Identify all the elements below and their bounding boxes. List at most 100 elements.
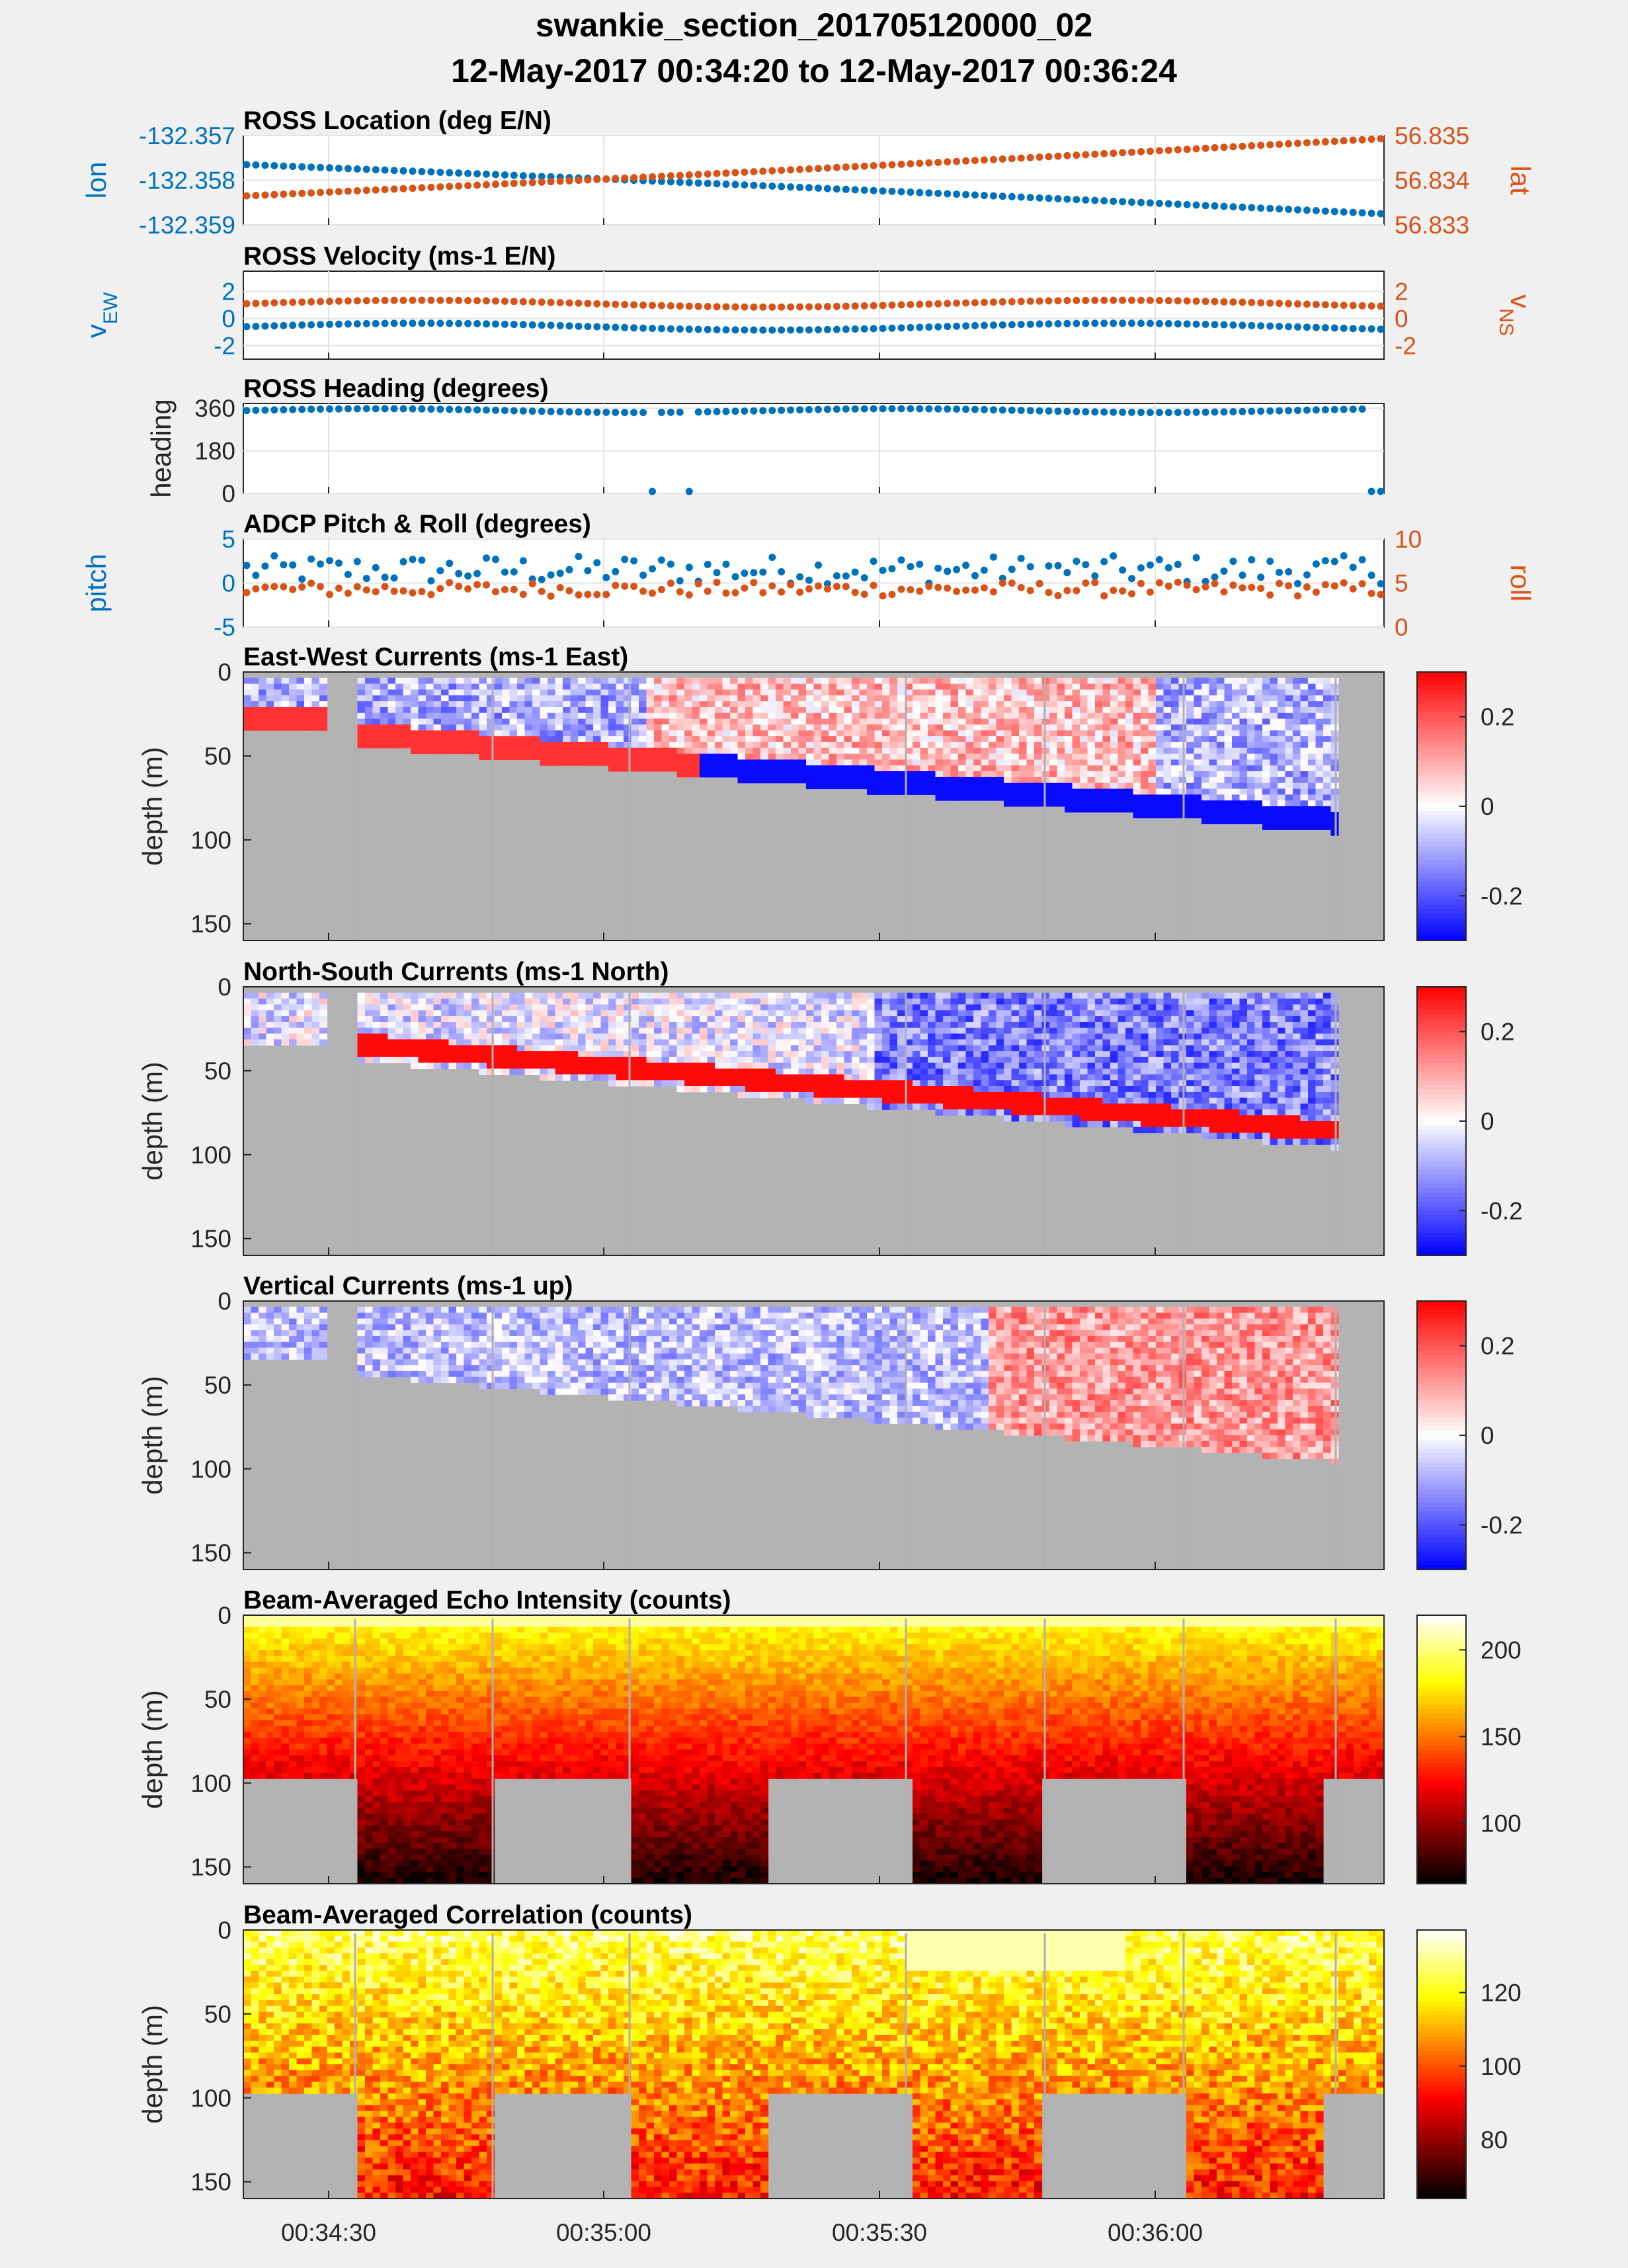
heatmap-cell bbox=[540, 1005, 548, 1011]
heatmap-cell bbox=[821, 1016, 829, 1022]
vNS-point bbox=[658, 302, 665, 310]
heatmap-cell bbox=[715, 1063, 723, 1069]
heatmap-cell bbox=[1103, 695, 1111, 701]
heatmap-cell bbox=[669, 993, 677, 999]
lat-point bbox=[252, 192, 259, 199]
heatmap-cell bbox=[388, 695, 396, 701]
heatmap-cell bbox=[1262, 754, 1270, 760]
heatmap-cell bbox=[852, 1039, 860, 1045]
heatmap-cell bbox=[836, 690, 844, 696]
heatmap-cell bbox=[958, 695, 966, 701]
heatmap-cell bbox=[548, 695, 555, 701]
heatmap-cell bbox=[791, 765, 799, 771]
lat-point bbox=[1202, 145, 1209, 152]
heatmap-cell bbox=[525, 701, 533, 707]
heatmap-cell bbox=[867, 695, 875, 701]
heatmap-cell bbox=[821, 783, 829, 789]
heatmap-cell bbox=[586, 742, 594, 748]
heatmap-cell bbox=[860, 748, 868, 754]
heading-point bbox=[1018, 407, 1025, 414]
heatmap-cell bbox=[1255, 695, 1263, 701]
heatmap-cell bbox=[973, 719, 981, 725]
heatmap-cell bbox=[548, 1051, 555, 1057]
heatmap-cell bbox=[571, 724, 579, 730]
heatmap-cell bbox=[449, 1022, 457, 1028]
heatmap-cell bbox=[434, 684, 442, 690]
heatmap-cell bbox=[540, 719, 548, 725]
vNS-point bbox=[538, 298, 546, 306]
colorbar-swatch bbox=[1417, 811, 1466, 816]
heatmap-cell bbox=[928, 1016, 936, 1022]
heatmap-cell bbox=[1255, 754, 1263, 760]
heatmap-cell bbox=[1316, 818, 1324, 824]
heatmap-cell bbox=[1065, 678, 1073, 684]
heatmap-cell bbox=[601, 759, 609, 765]
heading-point bbox=[1119, 409, 1126, 416]
heatmap-cell bbox=[426, 1010, 434, 1016]
heatmap-cell bbox=[997, 789, 1004, 795]
heatmap-cell bbox=[836, 1034, 844, 1040]
heatmap-cell bbox=[836, 730, 844, 736]
heatmap-cell bbox=[738, 742, 746, 748]
heatmap-cell bbox=[1171, 777, 1179, 783]
lat-point bbox=[382, 186, 389, 193]
lon-point bbox=[787, 183, 794, 190]
heading-point bbox=[833, 405, 840, 413]
heatmap-cell bbox=[844, 765, 852, 771]
vNS-point bbox=[852, 302, 859, 310]
heatmap-cell bbox=[319, 1005, 327, 1011]
heading-point bbox=[1248, 408, 1255, 415]
heatmap-cell bbox=[973, 690, 981, 696]
heatmap-cell bbox=[1186, 800, 1194, 806]
heatmap-cell bbox=[1095, 759, 1103, 765]
heatmap-cell bbox=[1285, 800, 1293, 806]
vNS-point bbox=[934, 300, 942, 308]
heading-point bbox=[612, 409, 619, 416]
heatmap-cell bbox=[753, 707, 761, 713]
heatmap-cell bbox=[517, 999, 525, 1005]
heatmap-cell bbox=[373, 993, 381, 999]
heatmap-cell bbox=[395, 1034, 403, 1040]
heatmap-cell bbox=[631, 719, 639, 725]
lat-point bbox=[464, 182, 471, 189]
heatmap-cell bbox=[1125, 789, 1133, 795]
heatmap-cell bbox=[1301, 730, 1309, 736]
roll-point bbox=[1174, 579, 1182, 586]
heatmap-cell bbox=[456, 1045, 464, 1051]
heatmap-cell bbox=[654, 736, 662, 742]
heatmap-cell bbox=[441, 1010, 449, 1016]
heatmap-cell bbox=[943, 1086, 951, 1092]
heatmap-cell bbox=[920, 1092, 928, 1098]
heatmap-cell bbox=[1301, 777, 1309, 783]
roll-point bbox=[593, 591, 600, 598]
heatmap-cell bbox=[1034, 754, 1042, 760]
heatmap-cell bbox=[380, 999, 388, 1005]
heatmap-cell bbox=[723, 1086, 731, 1092]
heatmap-cell bbox=[388, 1051, 396, 1057]
heatmap-cell bbox=[662, 690, 670, 696]
vNS-point bbox=[1100, 297, 1108, 304]
heatmap-cell bbox=[882, 1039, 890, 1045]
heatmap-cell bbox=[411, 1045, 419, 1051]
heatmap-cell bbox=[479, 1028, 487, 1034]
heatmap-cell bbox=[776, 1051, 784, 1057]
heatmap-cell bbox=[745, 1039, 753, 1045]
heatmap-cell bbox=[1278, 765, 1285, 771]
heatmap-cell bbox=[913, 993, 920, 999]
heatmap-cell bbox=[647, 678, 655, 684]
heatmap-cell bbox=[1255, 690, 1263, 696]
vEW-point bbox=[1055, 320, 1062, 327]
heatmap-cell bbox=[1262, 695, 1270, 701]
heatmap-cell bbox=[943, 1063, 951, 1069]
heatmap-cell bbox=[532, 713, 540, 719]
heatmap-cell bbox=[289, 695, 297, 701]
heatmap-cell bbox=[791, 719, 799, 725]
vNS-point bbox=[649, 302, 656, 309]
heatmap-cell bbox=[1316, 684, 1324, 690]
heatmap-cell bbox=[821, 1045, 829, 1051]
colorbar-swatch bbox=[1417, 753, 1466, 757]
heatmap-cell bbox=[274, 1005, 282, 1011]
lon-point bbox=[1377, 210, 1385, 218]
heatmap-cell bbox=[1012, 713, 1020, 719]
heatmap-cell bbox=[1027, 759, 1035, 765]
